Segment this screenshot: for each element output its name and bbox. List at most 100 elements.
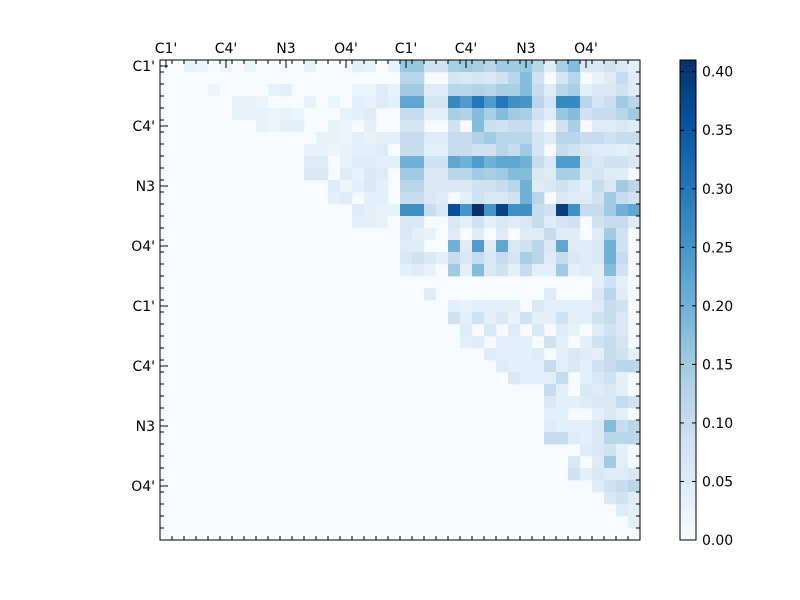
heatmap-cell [412,144,425,157]
heatmap-cell [244,96,257,109]
heatmap-cell [616,408,629,421]
heatmap-cell [508,240,521,253]
heatmap-cell [544,336,557,349]
heatmap-cell [616,144,629,157]
heatmap-cell [604,60,617,73]
x-tick-label: O4' [334,41,358,57]
y-tick-label: O4' [131,479,155,495]
heatmap-cell [628,216,641,229]
heatmap-cell [496,192,509,205]
heatmap-cell [460,180,473,193]
heatmap-cell [604,360,617,373]
heatmap-cell [628,492,641,505]
heatmap-cell [448,312,461,325]
heatmap-cell [628,396,641,409]
heatmap-cell [448,168,461,181]
heatmap-cell [388,60,401,73]
heatmap-cell [256,96,269,109]
heatmap-cell [628,516,641,529]
heatmap-cell [616,84,629,97]
heatmap-cell [568,228,581,241]
heatmap-cell [340,132,353,145]
heatmap-cell [304,60,317,73]
heatmap-cell [472,144,485,157]
heatmap-cell [472,180,485,193]
heatmap-cell [448,240,461,253]
heatmap-cell [508,348,521,361]
heatmap-cell [556,300,569,313]
heatmap-cell [616,348,629,361]
heatmap-cell [556,408,569,421]
heatmap-cell [508,360,521,373]
heatmap-cell [352,156,365,169]
heatmap-cell [532,240,545,253]
heatmap-cell [592,120,605,133]
heatmap-cell [616,456,629,469]
heatmap-cell [352,132,365,145]
heatmap-cell [280,120,293,133]
heatmap-cell [400,216,413,229]
heatmap-cell [316,144,329,157]
heatmap-cell [472,120,485,133]
heatmap-cell [304,168,317,181]
heatmap-cell [532,252,545,265]
heatmap-cell [544,168,557,181]
heatmap-cell [472,240,485,253]
heatmap-cell [520,132,533,145]
heatmap-cell [532,84,545,97]
heatmap-cell [520,312,533,325]
heatmap-cell [436,252,449,265]
heatmap-cell [364,144,377,157]
heatmap-cell [376,180,389,193]
heatmap-cell [460,324,473,337]
colorbar-tick-label: 0.15 [702,357,733,373]
heatmap-cell [628,84,641,97]
heatmap-cell [580,468,593,481]
heatmap-cell [568,192,581,205]
heatmap-cell [532,228,545,241]
heatmap-cell [628,420,641,433]
heatmap-cell [448,84,461,97]
heatmap-cell [580,84,593,97]
heatmap-cell [400,96,413,109]
heatmap-cell [508,120,521,133]
heatmap-cell [508,84,521,97]
heatmap-cell [508,96,521,109]
heatmap-cell [616,444,629,457]
heatmap-cell [544,240,557,253]
heatmap-cell [604,168,617,181]
x-tick-label: C4' [455,41,478,57]
heatmap-cell [412,252,425,265]
heatmap-cell [580,96,593,109]
heatmap-cell [424,96,437,109]
heatmap-cell [604,72,617,85]
heatmap-cell [484,240,497,253]
heatmap-cell [436,180,449,193]
heatmap-cell [616,312,629,325]
heatmap-cell [436,168,449,181]
heatmap-cell [460,312,473,325]
heatmap-cell [484,264,497,277]
plot-area [159,59,641,541]
heatmap-cell [472,228,485,241]
heatmap-cell [532,120,545,133]
heatmap-cell [448,144,461,157]
heatmap-cell [304,144,317,157]
heatmap-cell [400,72,413,85]
y-tick-label: C4' [132,359,155,375]
heatmap-cell [448,180,461,193]
heatmap-cell [424,192,437,205]
heatmap-cell [532,108,545,121]
heatmap-cell [424,156,437,169]
heatmap-cell [484,216,497,229]
heatmap-cell [328,120,341,133]
heatmap-cell [412,72,425,85]
heatmap-cell [484,84,497,97]
heatmap-cell [604,372,617,385]
heatmap-cell [604,312,617,325]
heatmap-cell [496,240,509,253]
heatmap-cell [448,228,461,241]
heatmap-cell [604,348,617,361]
heatmap-cell [424,252,437,265]
heatmap-cell [496,156,509,169]
